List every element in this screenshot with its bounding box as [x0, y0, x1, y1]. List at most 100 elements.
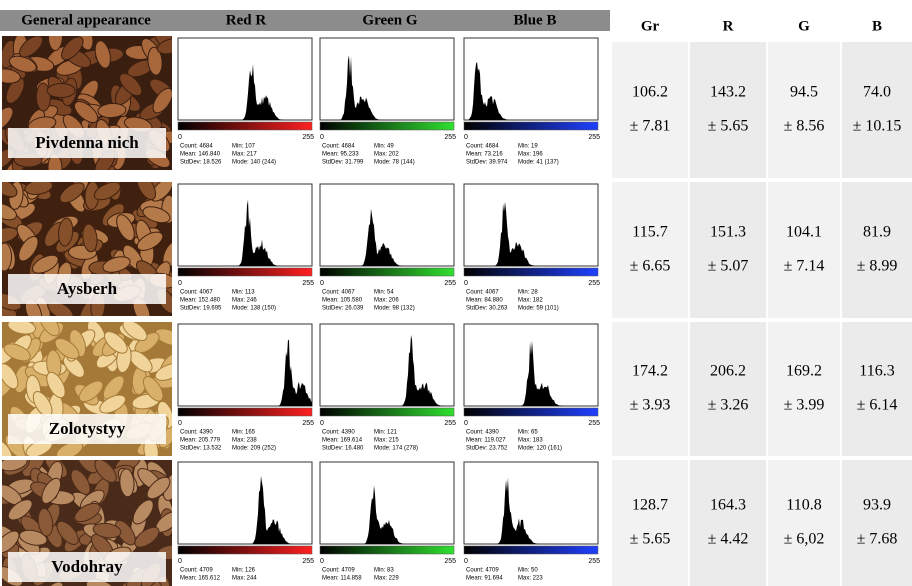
seed	[0, 243, 12, 271]
mean-value: 74.0	[863, 84, 891, 101]
deviation: ± 5.65	[708, 118, 749, 135]
cell-bg	[690, 42, 766, 178]
mean-value: 174.2	[632, 363, 668, 380]
deviation: ± 5.07	[708, 258, 749, 275]
stat: StdDev: 13.532	[180, 446, 222, 452]
stat: StdDev: 19.695	[180, 306, 222, 312]
cell-bg	[690, 460, 766, 586]
stat: Mode: 78 (144)	[374, 160, 415, 166]
mean-value: 169.2	[786, 363, 822, 380]
cell-bg	[768, 322, 840, 456]
cell-bg	[690, 182, 766, 318]
deviation: ± 3.93	[630, 397, 671, 414]
deviation: ± 8.99	[857, 258, 898, 275]
axis-label: 0	[178, 280, 182, 287]
deviation: ± 5.65	[630, 531, 671, 548]
histogram-frame	[178, 462, 312, 544]
stat: Count: 4390	[180, 430, 213, 436]
cell-bg	[842, 322, 912, 456]
stat: StdDev: 26.039	[322, 306, 364, 312]
stat: Mode: 138 (150)	[232, 306, 276, 312]
cell-bg	[612, 182, 688, 318]
axis-label: 255	[588, 280, 600, 287]
stat: Mean: 152.480	[180, 298, 221, 304]
stat: StdDev: 31.799	[322, 160, 364, 166]
stat: Mean: 105.580	[322, 298, 363, 304]
column-header: General appearance	[21, 12, 151, 28]
stat: Mode: 41 (137)	[518, 160, 559, 166]
deviation: ± 6,02	[784, 531, 825, 548]
mean-value: 106.2	[632, 84, 668, 101]
table-header: R	[723, 18, 734, 34]
stat: Mean: 95.233	[322, 152, 359, 158]
deviation: ± 3.99	[784, 397, 825, 414]
mean-value: 104.1	[786, 224, 822, 241]
stat: Max: 202	[374, 152, 399, 158]
seed	[47, 83, 75, 97]
color-scale	[320, 408, 454, 416]
axis-label: 0	[464, 280, 468, 287]
stat: Mean: 146.840	[180, 152, 221, 158]
color-scale	[320, 546, 454, 554]
column-header: Blue B	[514, 12, 557, 28]
mean-value: 93.9	[863, 497, 891, 514]
stat: Min: 28	[518, 290, 538, 296]
stat: Count: 4067	[322, 290, 355, 296]
stat: Count: 4067	[180, 290, 213, 296]
stat: Max: 206	[374, 298, 399, 304]
color-scale	[464, 122, 598, 130]
axis-label: 255	[588, 420, 600, 427]
deviation: ± 6.65	[630, 258, 671, 275]
mean-value: 206.2	[710, 363, 746, 380]
stat: Mode: 140 (244)	[232, 160, 276, 166]
seed-photo	[0, 21, 186, 185]
color-scale	[178, 408, 312, 416]
stat: Max: 229	[374, 576, 399, 582]
color-scale	[464, 408, 598, 416]
stat: Min: 50	[518, 568, 538, 574]
variety-name: Aysberh	[57, 279, 118, 298]
color-scale	[178, 546, 312, 554]
table-header: Gr	[641, 18, 660, 34]
axis-label: 255	[444, 558, 456, 565]
deviation: ± 6.14	[857, 397, 898, 414]
stat: Mean: 84.880	[466, 298, 503, 304]
stat: Min: 113	[232, 290, 255, 296]
deviation: ± 4.42	[708, 531, 749, 548]
mean-value: 151.3	[710, 224, 746, 241]
color-scale	[464, 546, 598, 554]
cell-bg	[842, 182, 912, 318]
mean-value: 115.7	[632, 224, 667, 241]
color-scale	[464, 268, 598, 276]
cell-bg	[768, 460, 840, 586]
stat: Min: 65	[518, 430, 538, 436]
mean-value: 143.2	[710, 84, 746, 101]
axis-label: 0	[178, 134, 182, 141]
column-header: Red R	[226, 12, 267, 28]
stat: StdDev: 39.974	[466, 160, 508, 166]
cell-bg	[842, 42, 912, 178]
histogram-frame	[178, 38, 312, 120]
mean-value: 164.3	[710, 497, 746, 514]
cell-bg	[768, 42, 840, 178]
table-header: G	[798, 18, 810, 34]
axis-label: 255	[302, 420, 314, 427]
stat: Count: 4709	[466, 568, 499, 574]
axis-label: 0	[320, 280, 324, 287]
axis-label: 0	[464, 420, 468, 427]
stat: Mean: 205.779	[180, 438, 221, 444]
axis-label: 255	[588, 134, 600, 141]
axis-label: 255	[444, 280, 456, 287]
axis-label: 0	[178, 558, 182, 565]
stat: Count: 4684	[322, 144, 355, 150]
stat: Mean: 114.858	[322, 576, 362, 582]
stat: Min: 126	[232, 568, 256, 574]
cell-bg	[842, 460, 912, 586]
stat: Min: 107	[232, 144, 256, 150]
stat: Mean: 165.612	[180, 576, 221, 582]
stat: Count: 4390	[322, 430, 355, 436]
histogram-frame	[320, 38, 454, 120]
stat: Mean: 73.216	[466, 152, 503, 158]
color-scale	[178, 268, 312, 276]
axis-label: 255	[444, 134, 456, 141]
